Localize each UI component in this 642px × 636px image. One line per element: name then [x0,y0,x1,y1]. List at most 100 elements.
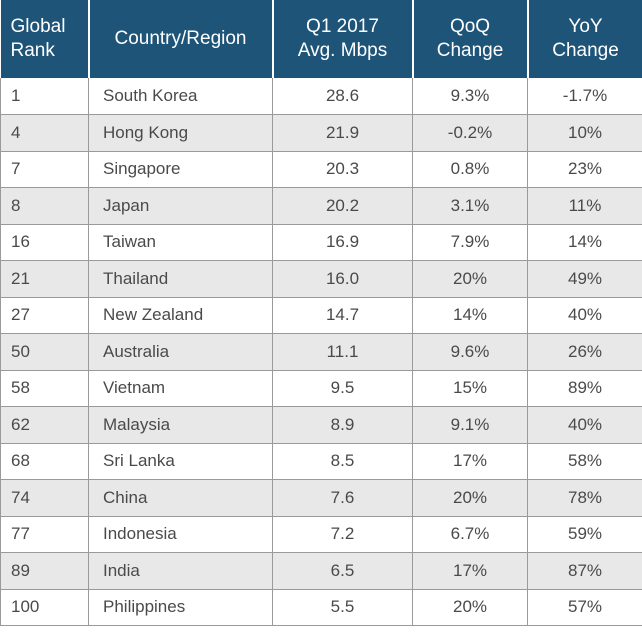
cell-qoq: 9.1% [412,406,528,444]
header-avg-mbps: Q1 2017 Avg. Mbps [272,0,414,78]
header-text: Rank [10,40,55,61]
header-text: Country/Region [114,28,247,49]
cell-qoq: 7.9% [412,224,528,261]
cell-mbps: 6.5 [272,552,413,590]
cell-mbps: 16.0 [272,260,413,298]
cell-yoy: 78% [527,479,642,517]
cell-yoy: 89% [527,370,642,407]
cell-rank: 4 [0,114,89,152]
cell-mbps: 8.9 [272,406,413,444]
cell-qoq: 15% [412,370,528,407]
header-text: Q1 2017 [306,16,379,37]
cell-country: Australia [88,333,273,371]
cell-country: Indonesia [88,516,273,553]
cell-yoy: 59% [527,516,642,553]
table-row: 16 Taiwan 16.9 7.9% 14% [0,224,642,261]
cell-country: Sri Lanka [88,443,273,480]
cell-yoy: 23% [527,151,642,188]
cell-mbps: 9.5 [272,370,413,407]
cell-yoy: -1.7% [527,78,642,115]
table-row: 58 Vietnam 9.5 15% 89% [0,370,642,407]
cell-country: Hong Kong [88,114,273,152]
cell-mbps: 16.9 [272,224,413,261]
cell-rank: 21 [0,260,89,298]
header-text: Avg. Mbps [297,40,388,61]
cell-qoq: 17% [412,443,528,480]
header-text: YoY [568,16,603,37]
cell-yoy: 58% [527,443,642,480]
cell-mbps: 14.7 [272,297,413,334]
cell-rank: 62 [0,406,89,444]
cell-yoy: 11% [527,187,642,225]
header-text: Change [552,40,619,61]
cell-qoq: 20% [412,479,528,517]
cell-mbps: 5.5 [272,589,413,626]
cell-rank: 16 [0,224,89,261]
header-text: Change [436,40,504,61]
table-row: 89 India 6.5 17% 87% [0,552,642,590]
header-country-region: Country/Region [88,0,274,78]
cell-rank: 8 [0,187,89,225]
table-row: 7 Singapore 20.3 0.8% 23% [0,151,642,188]
cell-country: Philippines [88,589,273,626]
cell-rank: 100 [0,589,89,626]
cell-qoq: 14% [412,297,528,334]
table-row: 50 Australia 11.1 9.6% 26% [0,333,642,371]
cell-qoq: 0.8% [412,151,528,188]
cell-rank: 89 [0,552,89,590]
cell-qoq: 9.3% [412,78,528,115]
cell-qoq: 6.7% [412,516,528,553]
header-text: Global [10,16,66,37]
cell-yoy: 10% [527,114,642,152]
header-qoq-change: QoQ Change [412,0,529,78]
cell-qoq: 20% [412,260,528,298]
cell-rank: 74 [0,479,89,517]
header-global-rank: Global Rank [0,0,90,78]
cell-rank: 27 [0,297,89,334]
table-row: 77 Indonesia 7.2 6.7% 59% [0,516,642,553]
table-row: 27 New Zealand 14.7 14% 40% [0,297,642,334]
cell-yoy: 49% [527,260,642,298]
cell-country: Vietnam [88,370,273,407]
cell-mbps: 20.3 [272,151,413,188]
header-text: QoQ [449,16,491,37]
cell-country: Malaysia [88,406,273,444]
cell-country: Thailand [88,260,273,298]
cell-country: India [88,552,273,590]
cell-mbps: 20.2 [272,187,413,225]
cell-qoq: -0.2% [412,114,528,152]
table-body: 1 South Korea 28.6 9.3% -1.7% 4 Hong Kon… [0,78,642,626]
cell-country: Singapore [88,151,273,188]
cell-mbps: 21.9 [272,114,413,152]
cell-qoq: 9.6% [412,333,528,371]
cell-rank: 1 [0,78,89,115]
cell-rank: 50 [0,333,89,371]
cell-mbps: 11.1 [272,333,413,371]
cell-country: Taiwan [88,224,273,261]
cell-rank: 58 [0,370,89,407]
cell-yoy: 40% [527,297,642,334]
cell-qoq: 3.1% [412,187,528,225]
cell-yoy: 57% [527,589,642,626]
table-row: 62 Malaysia 8.9 9.1% 40% [0,406,642,444]
table-header: Global Rank Country/Region Q1 2017 Avg. … [0,0,642,78]
cell-mbps: 7.2 [272,516,413,553]
cell-rank: 77 [0,516,89,553]
cell-country: South Korea [88,78,273,115]
table-row: 1 South Korea 28.6 9.3% -1.7% [0,78,642,115]
table-row: 21 Thailand 16.0 20% 49% [0,260,642,298]
cell-yoy: 14% [527,224,642,261]
cell-rank: 68 [0,443,89,480]
cell-country: China [88,479,273,517]
header-yoy-change: YoY Change [528,0,642,78]
table-row: 68 Sri Lanka 8.5 17% 58% [0,443,642,480]
table-row: 4 Hong Kong 21.9 -0.2% 10% [0,114,642,152]
table-row: 100 Philippines 5.5 20% 57% [0,589,642,626]
cell-country: New Zealand [88,297,273,334]
cell-yoy: 87% [527,552,642,590]
cell-rank: 7 [0,151,89,188]
cell-mbps: 8.5 [272,443,413,480]
table-row: 74 China 7.6 20% 78% [0,479,642,517]
cell-qoq: 20% [412,589,528,626]
